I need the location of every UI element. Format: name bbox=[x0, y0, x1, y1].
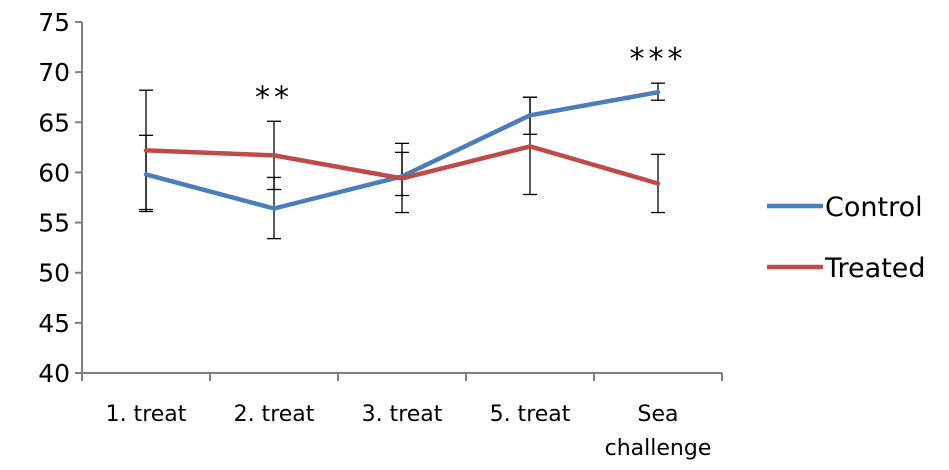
x-tick-label-1-treat: 1. treat bbox=[106, 402, 187, 427]
x-tick-label-3-treat: 3. treat bbox=[362, 402, 443, 427]
x-tick-label-2-treat: 2. treat bbox=[234, 402, 315, 427]
legend: Control Treated bbox=[767, 192, 926, 284]
y-tick-label: 65 bbox=[38, 108, 70, 137]
x-tick-label-5-treat: 5. treat bbox=[490, 402, 571, 427]
y-tick-label: 75 bbox=[38, 8, 70, 37]
y-tick-label: 60 bbox=[38, 158, 70, 187]
y-axis-ticks: 40 45 50 55 60 65 70 75 bbox=[38, 8, 82, 388]
significance-marker: ** bbox=[255, 80, 293, 115]
legend-label-control: Control bbox=[825, 192, 923, 223]
significance-annotations: ***** bbox=[255, 42, 687, 115]
y-tick-label: 50 bbox=[38, 259, 70, 288]
y-tick-label: 70 bbox=[38, 58, 70, 87]
y-tick-label: 45 bbox=[38, 309, 70, 338]
x-tick-label-sea-challenge: Sea challenge bbox=[605, 402, 712, 461]
axes bbox=[81, 22, 722, 374]
series-line-treated bbox=[143, 144, 661, 186]
y-tick-label: 55 bbox=[38, 209, 70, 238]
x-axis-ticks: 1. treat 2. treat 3. treat 5. treat Sea chall… bbox=[81, 373, 723, 461]
legend-label-treated: Treated bbox=[824, 253, 926, 284]
series-lines bbox=[143, 89, 661, 211]
significance-marker: *** bbox=[630, 42, 687, 77]
y-tick-label: 40 bbox=[38, 359, 70, 388]
